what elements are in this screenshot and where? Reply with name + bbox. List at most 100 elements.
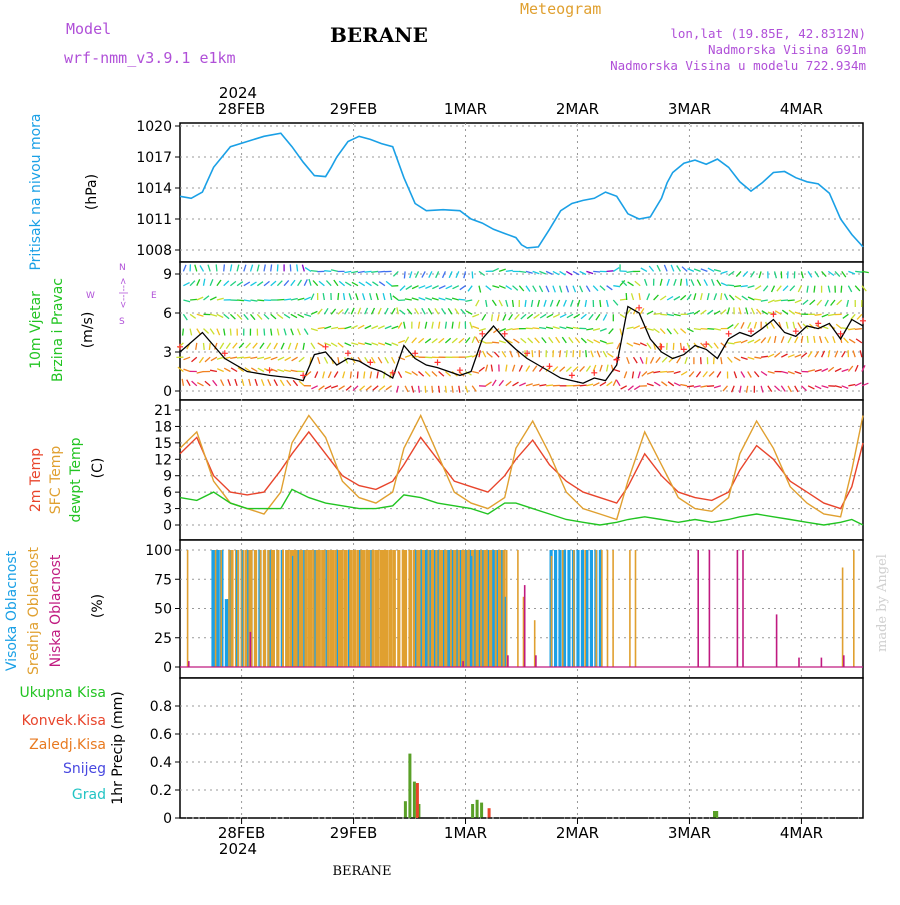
cloud-bar-2 (737, 550, 739, 667)
wind-arrow (646, 357, 647, 364)
cloud-bar-1 (601, 550, 603, 667)
wind-arrow (230, 329, 231, 336)
wind-arrow (701, 357, 702, 364)
wind-arrow (593, 271, 600, 272)
wind-arrow (378, 271, 385, 272)
temp-ytick-label-6: 18 (154, 419, 172, 435)
wind-arrow (728, 343, 735, 344)
wind-arrow (365, 271, 372, 272)
wind-arrow (492, 342, 499, 343)
wind-arrow (532, 350, 533, 357)
cloud-bar-1 (316, 550, 318, 667)
cloud-bar-1 (338, 550, 340, 667)
wind-arrow (311, 271, 318, 272)
wind-arrow (586, 350, 587, 357)
cloud-bar (276, 550, 279, 667)
cloud-bar (558, 550, 561, 667)
wind-arrow (626, 293, 627, 300)
wind-arrow (513, 300, 514, 307)
precip-bar-0 (471, 804, 474, 818)
wind-arrow (573, 350, 574, 357)
wind-arrow (781, 300, 788, 301)
cloud-bar-1 (220, 550, 222, 667)
cloud-ytick-label-2: 50 (154, 602, 172, 618)
cloud-bar-2 (709, 550, 711, 667)
cloud-bar-1 (187, 550, 189, 667)
cloud-bar-1 (472, 550, 474, 667)
cloud-bar (388, 550, 391, 667)
pressure-ytick-label-4: 1020 (136, 119, 172, 135)
wind-ytick-label-1: 3 (163, 345, 172, 361)
date-top-3: 2MAR (556, 100, 599, 118)
cloud-bar-1 (517, 550, 519, 667)
wind-arrow (425, 357, 432, 358)
cloud-unit-label: (%) (90, 594, 106, 618)
wind-arrow (814, 286, 815, 293)
temp-axis-label-1: 2m Temp (28, 448, 44, 512)
wind-arrow (553, 350, 554, 357)
cloud-bar-1 (551, 556, 553, 667)
cloud-bar-1 (243, 550, 245, 667)
wind-arrow (560, 350, 561, 357)
footer-station: BERANE (332, 864, 391, 879)
precip-bar-0 (480, 803, 483, 818)
temp-ytick-label-3: 9 (163, 469, 172, 485)
wind-arrow (350, 372, 351, 379)
cloud-bar (352, 550, 355, 667)
cloud-ytick-label-3: 75 (154, 572, 172, 588)
wind-arrow (607, 271, 614, 272)
cloud-bar (285, 550, 288, 667)
pressure-ytick-label-0: 1008 (136, 243, 172, 259)
pressure-ytick-label-2: 1014 (136, 181, 172, 197)
cloud-bar-2 (843, 655, 845, 667)
pressure-ytick-label-3: 1017 (136, 150, 172, 166)
cloud-bar (397, 550, 400, 667)
precip-bar-0 (715, 811, 718, 818)
cloud-bar (453, 550, 456, 667)
cloud-bar (344, 550, 347, 667)
precip-ytick-label-0: 0 (163, 811, 172, 827)
cloud-bar-1 (629, 550, 631, 667)
temp-ytick-label-4: 12 (154, 452, 172, 468)
panel-frame-precip (180, 678, 863, 818)
precip-bar-conv (416, 783, 419, 818)
wind-arrow (707, 386, 714, 387)
cloud-bar-1 (383, 550, 385, 667)
cloud-bar-1 (394, 556, 396, 667)
cloud-bar-1 (450, 550, 452, 667)
wind-arrow (277, 264, 278, 271)
wind-arrow (204, 343, 205, 350)
precip-legend-3: Snijeg (63, 761, 106, 777)
wind-arrow (855, 329, 862, 330)
wind-arrow (357, 372, 358, 379)
wind-arrow (439, 386, 440, 393)
wind-arrow (492, 314, 493, 321)
wind-arrow (714, 357, 715, 364)
cloud-bar-1 (327, 550, 329, 667)
precip-ytick-label-1: 0.2 (150, 783, 172, 799)
wind-ytick-label-3: 9 (163, 267, 172, 283)
cloud-bar (590, 550, 593, 667)
wind-arrow (512, 329, 519, 330)
cloud-bar-2 (188, 661, 190, 667)
wind-arrow (338, 293, 339, 300)
cloud-bar-1 (853, 550, 855, 667)
panel-frame-temp (180, 400, 863, 540)
wind-arrow (606, 343, 613, 344)
elevation-label: Nadmorska Visina 691m (708, 42, 866, 57)
model-label: Model (66, 20, 111, 38)
cloud-bar-2 (742, 550, 744, 667)
cloud-ytick-label-4: 100 (145, 543, 172, 559)
cloud-bar-2 (524, 585, 526, 667)
precip-unit-label: 1hr Precip (mm) (110, 691, 126, 804)
wind-axis-label-2: Brzina i Pravac (50, 278, 66, 382)
credit-label: made by Angel (875, 554, 890, 652)
date-top-2: 1MAR (444, 100, 487, 118)
compass-w: W (86, 291, 95, 301)
precip-bar-0 (476, 800, 479, 818)
date-bottom-3: 2MAR (556, 824, 599, 842)
temp-ytick-label-0: 0 (163, 518, 172, 534)
